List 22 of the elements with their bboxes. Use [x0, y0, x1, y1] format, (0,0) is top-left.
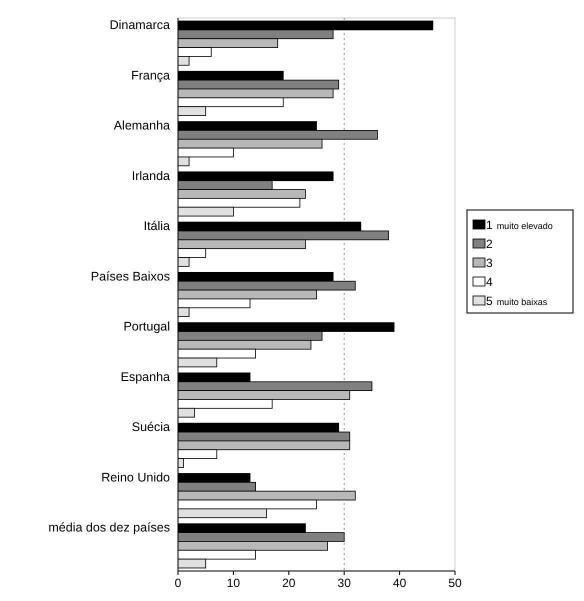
- y-tick-label: Alemanha: [114, 118, 170, 133]
- y-tick-label: França: [131, 68, 170, 82]
- x-tick-label: 40: [392, 576, 407, 590]
- x-tick-label: 10: [226, 576, 240, 590]
- legend-label: 5 muito baixas: [486, 294, 548, 308]
- x-tick-label: 20: [282, 576, 296, 590]
- y-tick-label: Irlanda: [132, 168, 170, 183]
- y-tick-label: Reino Unido: [101, 470, 170, 484]
- y-tick-label: Portugal: [123, 320, 170, 334]
- y-tick-label: Dinamarca: [110, 18, 170, 32]
- x-tick-label: 30: [338, 576, 352, 590]
- y-tick-label: Países Baixos: [90, 269, 170, 284]
- x-tick-label: 0: [174, 576, 182, 590]
- legend-label: 2: [486, 237, 493, 251]
- y-tick-label: Suécia: [132, 420, 170, 434]
- y-tick-label: média dos dez países: [48, 520, 170, 535]
- y-tick-label: Espanha: [120, 370, 170, 384]
- y-tick-label: Itália: [144, 219, 170, 234]
- legend-label: 3: [486, 256, 493, 270]
- legend-label: 1 muito elevado: [486, 218, 553, 232]
- x-tick-label: 50: [448, 576, 462, 590]
- legend-label: 4: [486, 275, 493, 289]
